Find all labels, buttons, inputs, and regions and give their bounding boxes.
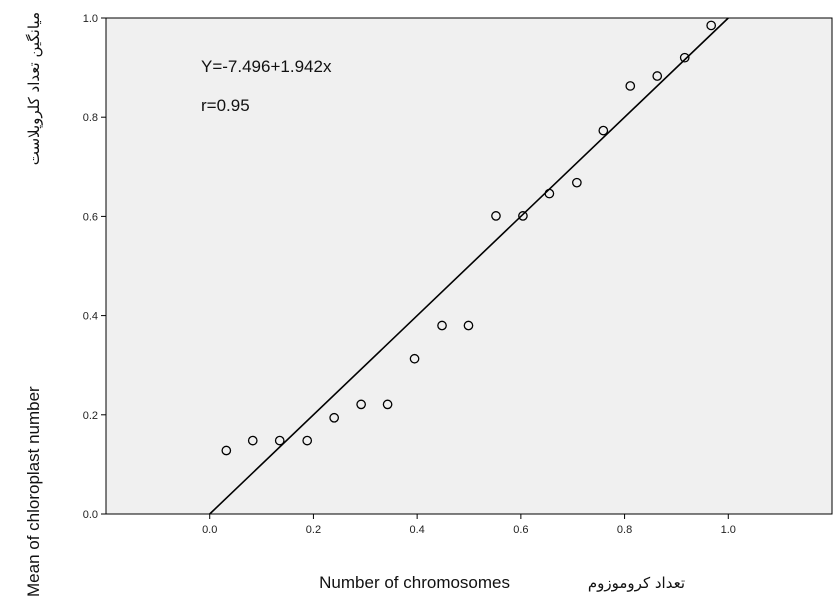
data-point bbox=[382, 399, 393, 410]
data-point bbox=[652, 71, 663, 81]
data-point bbox=[706, 20, 717, 31]
y-axis-title-persian: میانگین تعداد کلروپلاست bbox=[25, 12, 44, 165]
data-point bbox=[274, 435, 285, 446]
regression-equation: Y=-7.496+1.942x bbox=[201, 57, 332, 76]
data-point bbox=[302, 435, 313, 446]
x-tick-label: 0.0 bbox=[202, 524, 217, 536]
data-point bbox=[625, 81, 636, 91]
y-tick-label: 0.2 bbox=[83, 410, 98, 422]
data-point bbox=[598, 125, 609, 136]
data-point bbox=[221, 445, 232, 456]
y-axis-title: Mean of chloroplast number bbox=[24, 386, 43, 597]
y-tick-label: 1.0 bbox=[83, 13, 98, 25]
x-axis: 0.0 0.2 0.4 0.6 0.8 1.0 bbox=[202, 514, 736, 536]
data-point bbox=[544, 188, 555, 199]
x-axis-title: Number of chromosomes bbox=[319, 573, 510, 592]
data-point bbox=[356, 399, 366, 410]
data-points bbox=[221, 20, 717, 456]
data-point bbox=[437, 320, 447, 331]
correlation-coefficient: r=0.95 bbox=[201, 96, 250, 115]
regression-line bbox=[209, 17, 729, 515]
y-axis: 0.0 0.2 0.4 0.6 0.8 1.0 bbox=[83, 13, 106, 521]
x-axis-title-persian: تعداد کروموزوم bbox=[588, 574, 685, 592]
data-point bbox=[463, 320, 474, 331]
data-point bbox=[247, 435, 258, 446]
x-tick-label: 0.2 bbox=[306, 524, 321, 536]
data-point bbox=[409, 353, 420, 364]
y-tick-label: 0.8 bbox=[83, 112, 98, 124]
x-tick-label: 0.6 bbox=[513, 524, 528, 536]
data-point bbox=[679, 52, 690, 63]
data-point bbox=[518, 211, 528, 221]
y-tick-label: 0.0 bbox=[83, 509, 98, 521]
y-tick-label: 0.6 bbox=[83, 211, 98, 223]
data-point bbox=[572, 177, 582, 188]
x-tick-label: 0.8 bbox=[617, 524, 632, 536]
y-tick-label: 0.4 bbox=[83, 311, 98, 323]
x-tick-label: 0.4 bbox=[409, 524, 424, 536]
data-point bbox=[329, 412, 340, 423]
x-tick-label: 1.0 bbox=[721, 524, 736, 536]
data-point bbox=[491, 211, 501, 221]
